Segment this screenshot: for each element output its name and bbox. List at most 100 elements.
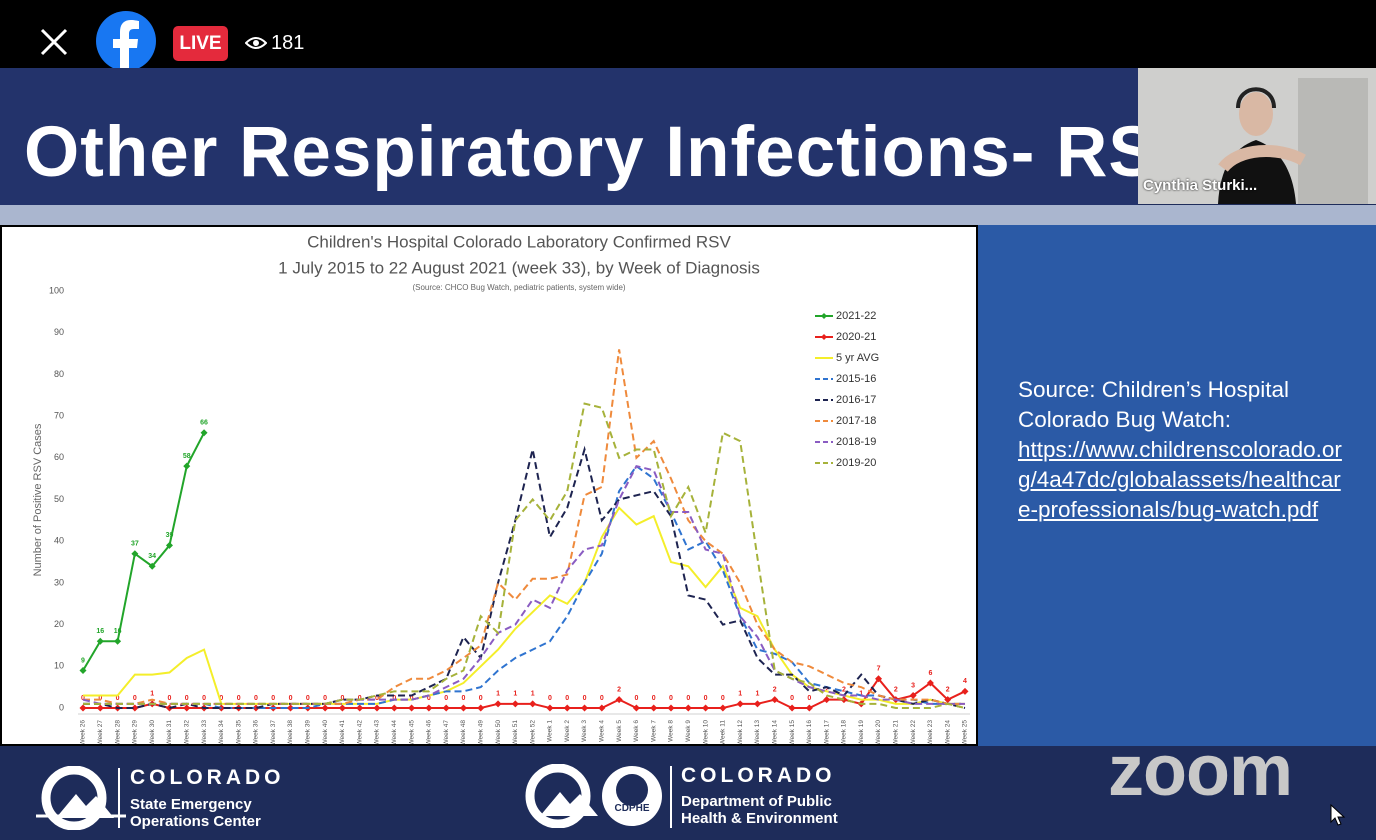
cursor — [1330, 804, 1346, 826]
x-tick-label: Week 27 — [97, 720, 104, 746]
x-tick-label: Week 18 — [841, 720, 848, 746]
x-tick-label: Week 7 — [650, 720, 657, 742]
data-label: 3 — [911, 682, 915, 689]
marker — [684, 704, 692, 712]
series — [83, 506, 965, 705]
x-tick-label: Week 35 — [235, 720, 242, 746]
org-line: Health & Environment — [681, 810, 838, 827]
slide-title: Other Respiratory Infections- RSV — [24, 113, 1138, 192]
x-tick-label: Week 10 — [702, 720, 709, 746]
data-label: 0 — [254, 695, 258, 702]
x-tick-label: Week 5 — [616, 720, 623, 742]
org-line: Operations Center — [130, 813, 261, 830]
video-thumbnail[interactable] — [1138, 68, 1376, 204]
separator — [670, 766, 672, 828]
y-tick-label: 100 — [49, 285, 64, 295]
close-button[interactable] — [38, 26, 70, 58]
data-label: 16 — [114, 628, 122, 635]
x-tick-label: Week 32 — [183, 720, 190, 746]
data-label: 1 — [531, 691, 535, 698]
marker — [165, 704, 173, 712]
marker — [650, 704, 658, 712]
marker — [753, 700, 761, 708]
data-label: 4 — [963, 678, 967, 685]
x-tick-label: Week 50 — [495, 720, 502, 746]
x-tick-label: Week 19 — [858, 720, 865, 746]
x-tick-label: Week 12 — [737, 720, 744, 746]
separator — [118, 768, 120, 828]
data-label: 0 — [410, 695, 414, 702]
y-axis-label: Number of Positive RSV Cases — [32, 423, 44, 576]
line — [82, 464, 965, 705]
marker — [598, 704, 606, 712]
x-tick-label: Week 25 — [962, 720, 969, 746]
data-label: 7 — [877, 666, 881, 673]
data-label: 6 — [928, 670, 932, 677]
data-label: 0 — [652, 695, 656, 702]
marker — [200, 429, 208, 437]
source-link[interactable]: https://www.childrenscolorado.org/4a47dc… — [1018, 437, 1342, 522]
chart-subtitle: 1 July 2015 to 22 August 2021 (week 33),… — [278, 258, 760, 277]
y-tick-label: 40 — [54, 536, 64, 546]
x-tick-label: Week 34 — [218, 720, 225, 746]
marker — [165, 541, 173, 549]
x-tick-label: Week 3 — [581, 720, 588, 742]
x-tick-label: Week 26 — [80, 720, 87, 746]
x-tick-label: Week 28 — [114, 720, 121, 746]
facebook-logo[interactable] — [95, 10, 157, 72]
data-label: 0 — [807, 695, 811, 702]
marker — [79, 704, 87, 712]
x-tick-label: Week 38 — [287, 720, 294, 746]
x-tick-label: Week 4 — [599, 720, 606, 742]
data-label: 34 — [148, 553, 156, 560]
x-tick-label: Week 9 — [685, 720, 692, 742]
marker — [944, 696, 952, 704]
footer: COLORADO State Emergency Operations Cent… — [0, 746, 1376, 840]
marker — [563, 704, 571, 712]
org-name: COLORADO — [130, 766, 285, 789]
marker — [131, 704, 139, 712]
data-label: 0 — [462, 695, 466, 702]
series — [83, 349, 965, 705]
marker — [477, 704, 485, 712]
data-label: 1 — [756, 691, 760, 698]
x-tick-label: Week 8 — [668, 720, 675, 742]
data-label: 0 — [81, 695, 85, 702]
data-label: 0 — [479, 695, 483, 702]
chart-note: (Source: CHCO Bug Watch, pediatric patie… — [412, 283, 625, 292]
y-tick-label: 20 — [54, 619, 64, 629]
legend-marker — [821, 334, 827, 340]
data-label: 0 — [583, 695, 587, 702]
line — [83, 445, 966, 710]
data-label: 2 — [946, 687, 950, 694]
legend-label: 2020-21 — [836, 331, 876, 343]
data-label: 16 — [96, 628, 104, 635]
data-label: 2 — [842, 687, 846, 694]
x-tick-label: Week 17 — [823, 720, 830, 746]
x-tick-label: Week 43 — [374, 720, 381, 746]
x-tick-label: Week 31 — [166, 720, 173, 746]
x-tick-label: Week 11 — [720, 720, 727, 745]
x-tick-label: Week 45 — [408, 720, 415, 746]
legend-label: 2021-22 — [836, 310, 876, 322]
data-label: 2 — [894, 687, 898, 694]
series — [83, 464, 965, 709]
marker — [459, 704, 467, 712]
marker — [442, 704, 450, 712]
data-label: 0 — [427, 695, 431, 702]
x-tick-label: Week 44 — [391, 720, 398, 746]
marker — [823, 696, 831, 704]
data-label: 0 — [185, 695, 189, 702]
marker — [425, 704, 433, 712]
y-tick-label: 30 — [54, 577, 64, 587]
x-tick-label: Week 20 — [875, 720, 882, 746]
data-label: 0 — [219, 695, 223, 702]
marker — [875, 675, 883, 683]
data-label: 66 — [200, 420, 208, 427]
x-tick-label: Week 16 — [806, 720, 813, 746]
data-label: 0 — [323, 695, 327, 702]
data-label: 0 — [790, 695, 794, 702]
x-tick-label: Week 30 — [149, 720, 156, 746]
source-label: Source: Children’s Hospital Colorado Bug… — [1018, 377, 1289, 432]
